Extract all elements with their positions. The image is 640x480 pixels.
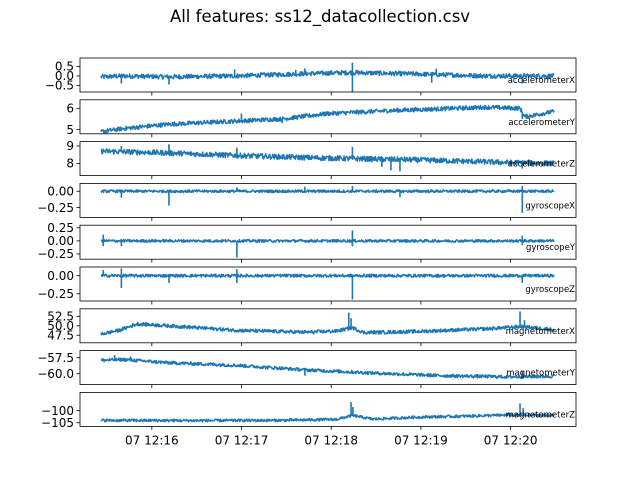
y-tick-label-magnetometerY: −57.5: [37, 351, 74, 365]
y-tick-label-magnetometerX: 50.0: [47, 319, 74, 333]
series-line-magnetometerY: [100, 357, 555, 380]
axes-frame-gyroscopeX: [79, 182, 577, 218]
series-line-gyroscopeX: [100, 189, 555, 194]
legend-label-gyroscopeZ: gyroscopeZ: [525, 285, 575, 295]
x-tick-label: 07 12:18: [304, 433, 358, 447]
chart-title: All features: ss12_datacollection.csv: [169, 7, 471, 26]
x-tick-label: 07 12:16: [125, 433, 179, 447]
y-tick-label-gyroscopeX: −0.25: [37, 201, 74, 215]
series-line-accelerometerY: [100, 104, 555, 134]
axes-frame-gyroscopeY: [79, 224, 577, 260]
y-tick-label-accelerometerX: 0.0: [55, 69, 74, 83]
series-line-gyroscopeY: [100, 238, 555, 243]
y-tick-label-magnetometerZ: −105: [41, 416, 74, 430]
y-tick-label-gyroscopeX: 0.00: [47, 184, 74, 198]
x-tick-label: 07 12:17: [215, 433, 269, 447]
x-tick-label: 07 12:19: [394, 433, 448, 447]
legend-label-accelerometerX: accelerometerX: [508, 76, 575, 86]
axes-frame-magnetometerZ: [79, 391, 577, 427]
y-tick-label-accelerometerY: 6: [66, 102, 74, 116]
y-tick-label-magnetometerX: 47.5: [47, 328, 74, 342]
legend-label-magnetometerZ: magnetometerZ: [506, 410, 576, 420]
legend-label-gyroscopeY: gyroscopeY: [526, 243, 576, 253]
y-tick-label-gyroscopeZ: 0.00: [47, 269, 74, 283]
y-tick-label-gyroscopeY: −0.25: [37, 247, 74, 261]
series-line-magnetometerX: [100, 321, 555, 336]
legend-label-gyroscopeX: gyroscopeX: [525, 201, 575, 211]
series-line-accelerometerX: [100, 69, 555, 80]
y-tick-label-accelerometerX: 0.5: [55, 60, 74, 74]
y-tick-label-magnetometerY: −60.0: [37, 367, 74, 381]
legend-label-accelerometerY: accelerometerY: [508, 118, 575, 128]
axes-frame-accelerometerX: [79, 57, 577, 93]
y-tick-label-accelerometerZ: 9: [66, 139, 74, 153]
y-tick-label-gyroscopeY: 0.00: [47, 234, 74, 248]
y-tick-label-accelerometerX: −0.5: [45, 79, 74, 93]
axes-frame-accelerometerZ: [79, 141, 577, 177]
y-tick-label-accelerometerZ: 8: [66, 157, 74, 171]
axes-frame-accelerometerY: [79, 99, 577, 135]
series-line-gyroscopeZ: [100, 273, 555, 278]
legend-label-magnetometerY: magnetometerY: [506, 369, 576, 379]
axes-frame-magnetometerY: [79, 350, 577, 386]
y-tick-label-magnetometerZ: −100: [41, 404, 74, 418]
series-line-accelerometerZ: [100, 148, 555, 167]
x-tick-label: 07 12:20: [484, 433, 538, 447]
series-line-magnetometerZ: [100, 412, 555, 423]
legend-label-magnetometerX: magnetometerX: [506, 327, 576, 337]
y-tick-label-gyroscopeY: 0.25: [47, 221, 74, 235]
y-tick-label-accelerometerY: 5: [66, 123, 74, 137]
legend-label-accelerometerZ: accelerometerZ: [508, 160, 575, 170]
axes-frame-gyroscopeZ: [79, 266, 577, 302]
y-tick-label-magnetometerX: 52.5: [47, 310, 74, 324]
y-tick-label-gyroscopeZ: −0.25: [37, 287, 74, 301]
